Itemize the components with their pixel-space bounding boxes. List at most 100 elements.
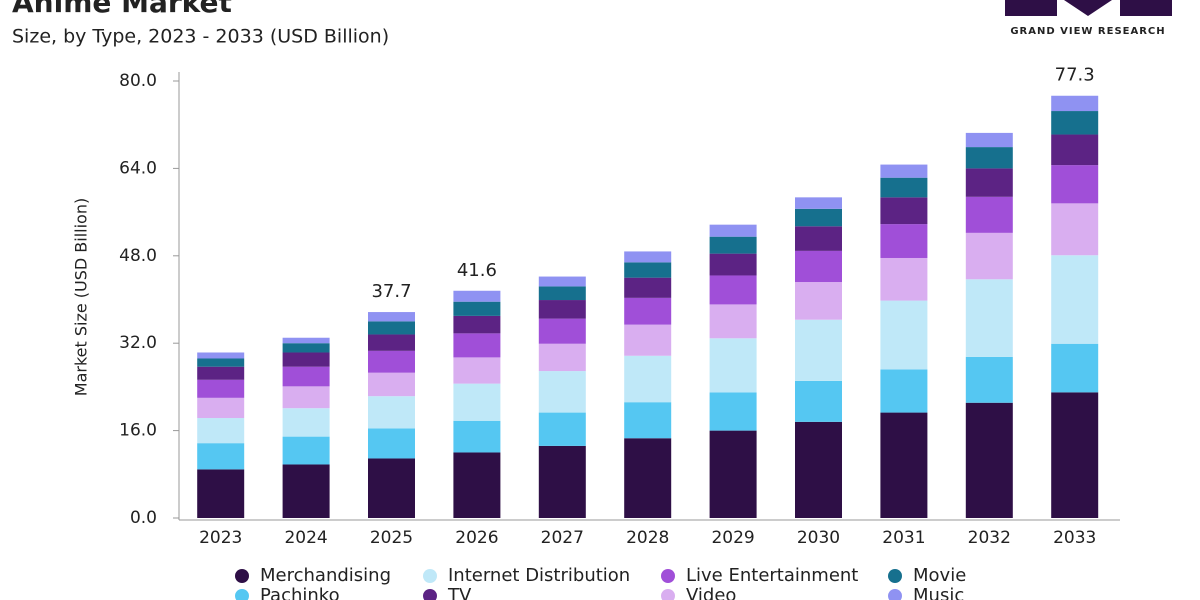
bar-segment	[538, 318, 586, 344]
bar-segment	[880, 300, 928, 370]
legend-swatch	[423, 569, 437, 583]
bar-segment	[197, 443, 245, 470]
bar-segment	[282, 436, 330, 465]
bar-segment	[965, 196, 1013, 233]
y-axis-label: Market Size (USD Billion)	[72, 198, 91, 396]
bar-segment	[624, 277, 672, 298]
bar-segment	[538, 412, 586, 446]
logo	[1005, 0, 1172, 16]
chart-title: Anime Market	[12, 0, 232, 19]
bar-segment	[795, 421, 842, 518]
logo-block	[1120, 0, 1172, 16]
bar-segment	[1051, 392, 1099, 518]
bar-segment	[282, 352, 330, 367]
bar-segment	[453, 420, 501, 453]
bar-segment	[880, 164, 928, 178]
bar-segment	[795, 319, 842, 381]
bar-segment	[538, 276, 586, 287]
bar-segment	[453, 301, 501, 316]
bar-segment	[368, 312, 415, 322]
bar-segment	[965, 232, 1013, 280]
x-tick-label: 2027	[541, 528, 584, 548]
bar-segment	[1051, 95, 1099, 112]
bar-segment	[624, 438, 672, 518]
bar-segment	[197, 379, 245, 398]
x-tick-label: 2024	[284, 528, 327, 548]
bar-segment	[709, 275, 757, 305]
bar-segment	[880, 224, 928, 258]
legend-swatch	[888, 589, 902, 600]
bar-segment	[197, 352, 245, 359]
bar-segment	[795, 208, 842, 227]
x-tick-label: 2026	[455, 528, 498, 548]
x-tick-label: 2029	[711, 528, 754, 548]
legend-label: Internet Distribution	[448, 565, 630, 586]
y-tick-label: 32.0	[119, 333, 157, 353]
bar-segment	[453, 452, 501, 518]
x-tick-label: 2023	[199, 528, 242, 548]
logo-block	[1064, 0, 1112, 16]
bar-segment	[282, 464, 330, 518]
bar-segment	[282, 366, 330, 387]
chart-subtitle: Size, by Type, 2023 - 2033 (USD Billion)	[12, 26, 389, 48]
bar-segment	[709, 236, 757, 254]
y-tick-label: 48.0	[119, 246, 157, 266]
bar-segment	[1051, 255, 1099, 344]
y-tick-label: 0.0	[130, 508, 157, 528]
legend-label: Video	[686, 585, 736, 600]
bar-segment	[880, 369, 928, 413]
bar-segment	[538, 445, 586, 518]
legend-label: Live Entertainment	[686, 565, 858, 586]
legend-swatch	[423, 589, 437, 600]
bar-segment	[624, 355, 672, 403]
bar-segment	[368, 428, 415, 459]
bar-segment	[965, 356, 1013, 403]
bar-segment	[282, 337, 330, 344]
bar-segment	[709, 304, 757, 339]
legend-swatch	[661, 569, 675, 583]
bar-segment	[1051, 165, 1099, 204]
bar-segment	[795, 226, 842, 251]
logo-block	[1005, 0, 1057, 16]
bar-segment	[453, 357, 501, 384]
bar-segment	[624, 297, 672, 325]
bar-segment	[368, 321, 415, 335]
bar-segment	[538, 300, 586, 319]
bar-segment	[709, 338, 757, 393]
legend-label: Merchandising	[260, 565, 391, 586]
legend-label: Movie	[913, 565, 966, 586]
bar-segment	[197, 366, 245, 380]
bar-segment	[282, 408, 330, 437]
legend-label: TV	[447, 585, 472, 600]
bar-segment	[965, 402, 1013, 518]
x-tick-label: 2030	[797, 528, 840, 548]
bar-segment	[538, 343, 586, 372]
legend-swatch	[661, 589, 675, 600]
bar-segment	[624, 262, 672, 278]
legend-swatch	[888, 569, 902, 583]
legend-swatch	[235, 569, 249, 583]
legend-label: Music	[913, 585, 964, 600]
bar-segment	[965, 168, 1013, 197]
bar-segment	[709, 430, 757, 518]
bar-segment	[795, 380, 842, 422]
bar-segment	[795, 282, 842, 320]
bar-segment	[282, 343, 330, 353]
legend-label: Pachinko	[260, 585, 340, 600]
bar-segment	[368, 334, 415, 351]
bar-segment	[197, 469, 245, 518]
bar-segment	[709, 392, 757, 431]
bar-segment	[197, 418, 245, 444]
bar-segment	[282, 386, 330, 409]
bar-segment	[624, 402, 672, 439]
bar-segment	[709, 253, 757, 276]
bar-segment	[197, 397, 245, 419]
bar-segment	[965, 147, 1013, 169]
bar-segment	[538, 286, 586, 301]
legend-swatch	[235, 589, 249, 600]
bar-segment	[368, 350, 415, 373]
bar-segment	[624, 251, 672, 263]
x-tick-label: 2031	[882, 528, 925, 548]
bar-segment	[368, 458, 415, 518]
